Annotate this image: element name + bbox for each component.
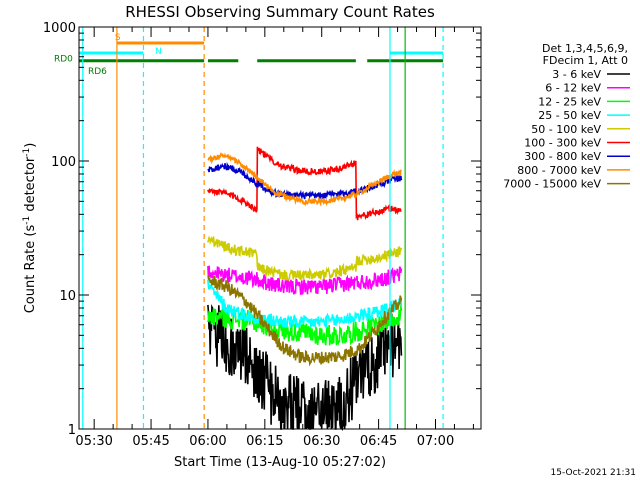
series-line — [207, 275, 403, 367]
x-tick-label: 05:45 — [132, 434, 169, 449]
series-line — [207, 305, 403, 346]
y-tick-label: 100 — [51, 155, 76, 170]
y-axis: 1 10 100 1000 — [43, 21, 481, 438]
legend-entry: 6 - 12 keV — [545, 82, 601, 95]
timestamp: 15-Oct-2021 21:31 — [551, 468, 636, 478]
series-line — [207, 235, 403, 281]
legend-entry: 800 - 7000 keV — [517, 164, 601, 177]
flag-label: N — [155, 47, 162, 57]
flag-label: RD0 — [54, 55, 73, 65]
vlines-layer — [82, 27, 444, 429]
legend-entry: 3 - 6 keV — [552, 68, 601, 81]
legend-entry: 300 - 800 keV — [524, 150, 601, 163]
flag-label: RD6 — [88, 67, 107, 77]
legend-entry: 100 - 300 keV — [524, 137, 601, 150]
y-tick-label: 1 — [68, 423, 76, 438]
series-line — [207, 279, 403, 329]
plot-frame — [78, 26, 482, 430]
legend-header: Det 1,3,4,5,6,9, — [542, 42, 628, 55]
x-tick-label: 06:00 — [189, 434, 226, 449]
legend-entry: 25 - 50 keV — [538, 109, 601, 122]
legend-entry: 50 - 100 keV — [531, 123, 601, 136]
y-axis-label: Count Rate (s-1 detector-1) — [22, 143, 38, 314]
y-axis-label-part: detector — [23, 156, 38, 216]
chart-title: RHESSI Observing Summary Count Rates — [125, 3, 435, 21]
legend-entry: 12 - 25 keV — [538, 95, 601, 108]
series-line — [207, 303, 403, 432]
y-axis-label-part: ) — [23, 143, 38, 148]
legend-entry: 7000 - 15000 keV — [503, 178, 601, 191]
x-axis: 05:30 05:45 06:00 06:15 06:30 06:45 07:00 — [75, 27, 474, 449]
y-tick-label: 1000 — [43, 21, 76, 36]
x-axis-label: Start Time (13-Aug-10 05:27:02) — [174, 455, 386, 470]
x-tick-label: 06:15 — [246, 434, 283, 449]
y-axis-label-part: -1 — [22, 148, 32, 157]
series-layer — [207, 146, 403, 432]
series-line — [207, 152, 402, 207]
flag-label: S — [115, 33, 121, 43]
series-line — [207, 265, 403, 295]
legend: Det 1,3,4,5,6,9,FDecim 1, Att 03 - 6 keV… — [503, 42, 630, 191]
x-tick-label: 07:00 — [417, 434, 454, 449]
x-tick-label: 05:30 — [75, 434, 112, 449]
x-tick-label: 06:45 — [360, 434, 397, 449]
y-tick-label: 10 — [59, 289, 76, 304]
x-tick-label: 06:30 — [303, 434, 340, 449]
y-axis-label-part: Count Rate (s — [23, 225, 38, 314]
y-axis-label-part: -1 — [22, 216, 32, 225]
series-line — [207, 146, 402, 221]
flags-layer: S N RD0 RD6 — [54, 33, 444, 77]
legend-header: FDecim 1, Att 0 — [543, 54, 628, 67]
